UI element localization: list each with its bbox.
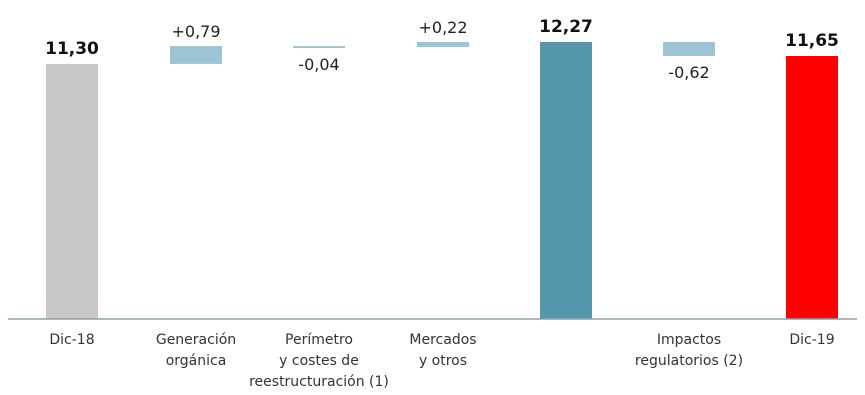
category-label-1-0: Generación	[156, 332, 236, 348]
category-label-1-1: orgánica	[166, 353, 227, 369]
value-label-0: 11,30	[45, 39, 99, 59]
value-label-2: -0,04	[298, 55, 339, 74]
bar-6	[786, 55, 838, 320]
bar-0	[46, 63, 98, 319]
category-label-2-2: reestructuración (1)	[249, 374, 389, 390]
category-labels-layer: Dic-18 Generación orgánica Perímetro y coste…	[49, 332, 834, 390]
bar-4	[540, 42, 592, 319]
category-label-5-1: regulatorios (2)	[635, 353, 743, 369]
bar-1	[170, 46, 222, 64]
category-label-6-0: Dic-19	[789, 332, 834, 348]
value-label-6: 11,65	[785, 31, 839, 51]
bar-2	[293, 46, 345, 49]
value-label-1: +0,79	[171, 22, 220, 41]
category-label-2-1: y costes de	[279, 353, 359, 369]
category-label-3-1: y otros	[419, 353, 467, 369]
category-label-5-0: Impactos	[657, 332, 721, 348]
value-labels-layer: 11,30 +0,79 -0,04 +0,22 12,27 -0,62 11,65	[45, 17, 839, 82]
value-label-5: -0,62	[668, 63, 709, 82]
value-label-3: +0,22	[418, 18, 467, 37]
bars-layer	[46, 42, 838, 320]
bar-5	[663, 42, 715, 56]
category-label-2-0: Perímetro	[285, 332, 353, 348]
value-label-4: 12,27	[539, 17, 593, 37]
category-label-0-0: Dic-18	[49, 332, 94, 348]
bar-3	[417, 42, 469, 47]
category-label-3-0: Mercados	[409, 332, 476, 348]
